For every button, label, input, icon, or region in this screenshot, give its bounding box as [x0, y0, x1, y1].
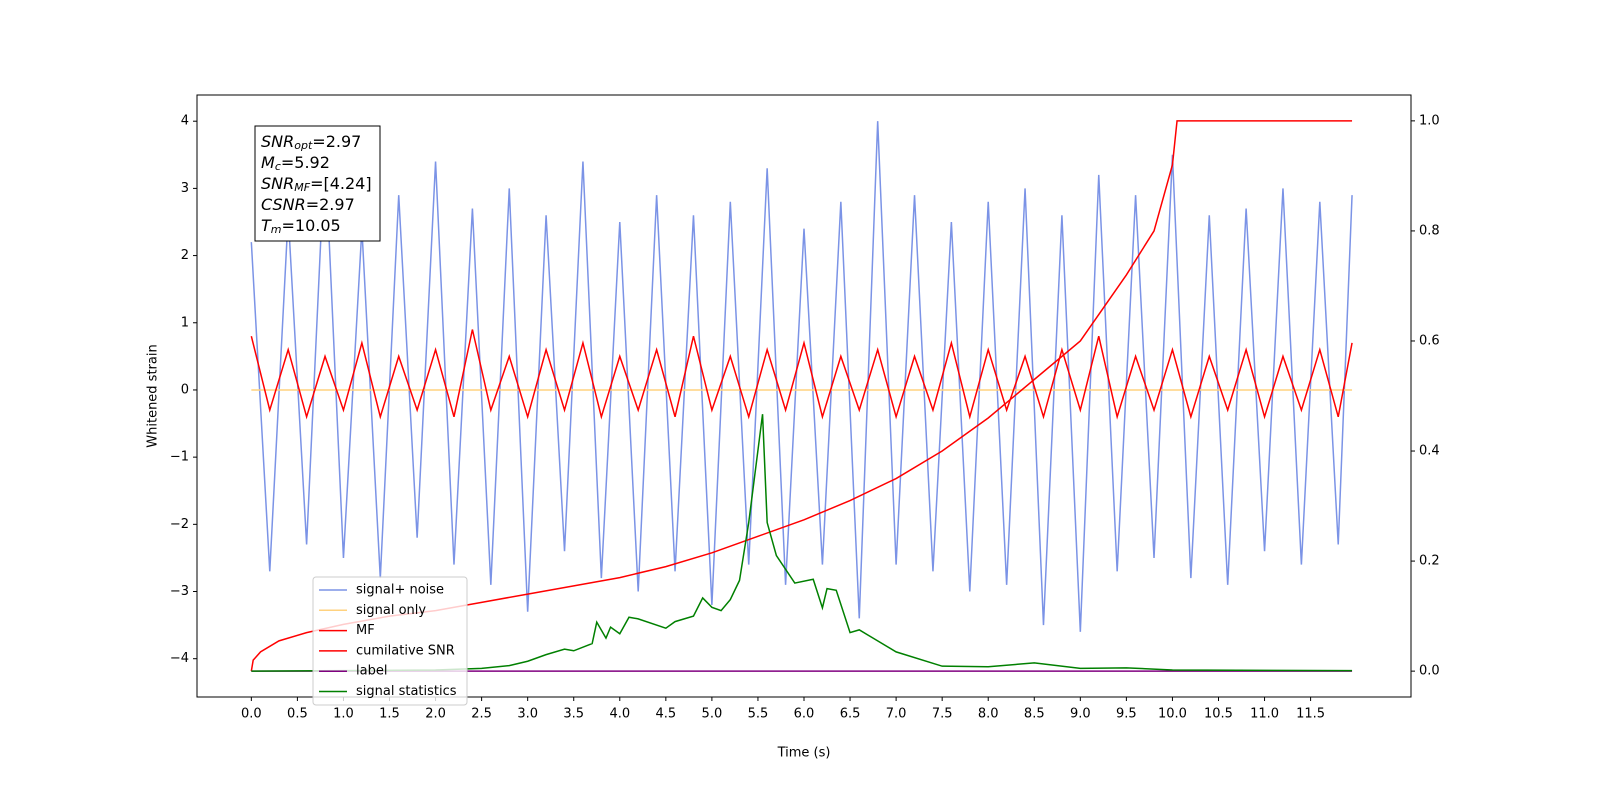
annotation-line: CSNR=2.97 — [261, 195, 355, 214]
x-tick-label: 5.5 — [748, 707, 769, 722]
x-tick-label: 10.5 — [1204, 707, 1233, 722]
x-tick-label: 1.5 — [379, 707, 400, 722]
x-tick-label: 8.5 — [1024, 707, 1045, 722]
x-tick-label: 0.5 — [287, 707, 308, 722]
x-tick-label: 0.0 — [241, 707, 262, 722]
x-tick-label: 2.5 — [471, 707, 492, 722]
x-tick-label: 8.0 — [978, 707, 999, 722]
x-tick-label: 11.5 — [1296, 707, 1325, 722]
annotation-line: SNRopt=2.97 — [261, 132, 361, 153]
annotation-symbol: SNR — [261, 132, 294, 151]
y-tick-label: −4 — [170, 651, 189, 666]
x-tick-label: 2.0 — [425, 707, 446, 722]
series-line — [250, 121, 1353, 632]
annotation-line: Tm=10.05 — [261, 216, 341, 237]
y-tick-label: −3 — [170, 584, 189, 599]
y-tick-label: −2 — [170, 517, 189, 532]
y-tick-label: 2 — [181, 248, 189, 263]
annotation-value: =10.05 — [282, 216, 341, 235]
x-tick-label: 9.0 — [1070, 707, 1091, 722]
x-tick-label: 3.0 — [517, 707, 538, 722]
x-tick-label: 7.5 — [932, 707, 953, 722]
x-axis-label: Time (s) — [777, 746, 831, 761]
legend-frame — [312, 576, 468, 706]
series-line — [250, 329, 1353, 420]
legend-label: label — [356, 664, 387, 679]
y-tick-label: 0 — [181, 382, 189, 397]
annotation-value: =2.97 — [312, 132, 361, 151]
annotation-symbol: SNR — [261, 174, 294, 193]
y-axis-label: Whitened strain — [146, 344, 161, 447]
y-tick-label: 4 — [181, 114, 189, 129]
x-tick-label: 10.0 — [1158, 707, 1187, 722]
legend: signal+ noise signal only MF cumilative SNR… — [312, 576, 468, 706]
legend-label: cumilative SNR — [356, 643, 455, 658]
x-tick-label: 4.0 — [609, 707, 630, 722]
annotation-line: SNRMF=[4.24] — [261, 174, 372, 195]
x-tick-label: 7.0 — [886, 707, 907, 722]
annotation-value: =5.92 — [281, 153, 330, 172]
x-tick-label: 1.0 — [333, 707, 354, 722]
x-tick-label: 3.5 — [563, 707, 584, 722]
annotation-subscript: c — [275, 160, 281, 173]
legend-label: signal statistics — [356, 684, 457, 699]
x-tick-label: 6.5 — [840, 707, 861, 722]
x-tick-label: 5.0 — [702, 707, 723, 722]
annotation-value: =2.97 — [306, 195, 355, 214]
annotation-line: Mc=5.92 — [261, 153, 330, 174]
y-tick-label: 1 — [181, 315, 189, 330]
x-tick-label: 11.0 — [1250, 707, 1279, 722]
annotation-symbol: CSNR — [261, 195, 306, 214]
y2-tick-label: 0.0 — [1419, 664, 1440, 679]
legend-label: signal+ noise — [356, 583, 444, 598]
y-tick-label: −1 — [170, 450, 189, 465]
y2-tick-label: 0.4 — [1419, 444, 1440, 459]
annotation-subscript: MF — [294, 181, 310, 194]
annotation-symbol: M — [261, 153, 275, 172]
annotation-symbol: T — [261, 216, 272, 235]
y2-tick-label: 0.6 — [1419, 333, 1440, 348]
x-tick-label: 6.0 — [794, 707, 815, 722]
x-tick-label: 4.5 — [655, 707, 676, 722]
legend-label: MF — [356, 623, 375, 638]
legend-label: signal only — [356, 603, 426, 618]
y2-tick-label: 0.2 — [1419, 554, 1440, 569]
annotation-frame — [254, 125, 381, 242]
annotation-box: SNRopt=2.97Mc=5.92SNRMF=[4.24]CSNR=2.97T… — [254, 125, 381, 242]
y2-tick-label: 0.8 — [1419, 223, 1440, 238]
y-tick-label: 3 — [181, 181, 189, 196]
y2-tick-label: 1.0 — [1419, 113, 1440, 128]
annotation-value: =[4.24] — [310, 174, 372, 193]
annotation-subscript: opt — [294, 139, 313, 152]
series-line — [251, 414, 1353, 672]
annotation-subscript: m — [271, 223, 282, 236]
x-tick-label: 9.5 — [1116, 707, 1137, 722]
